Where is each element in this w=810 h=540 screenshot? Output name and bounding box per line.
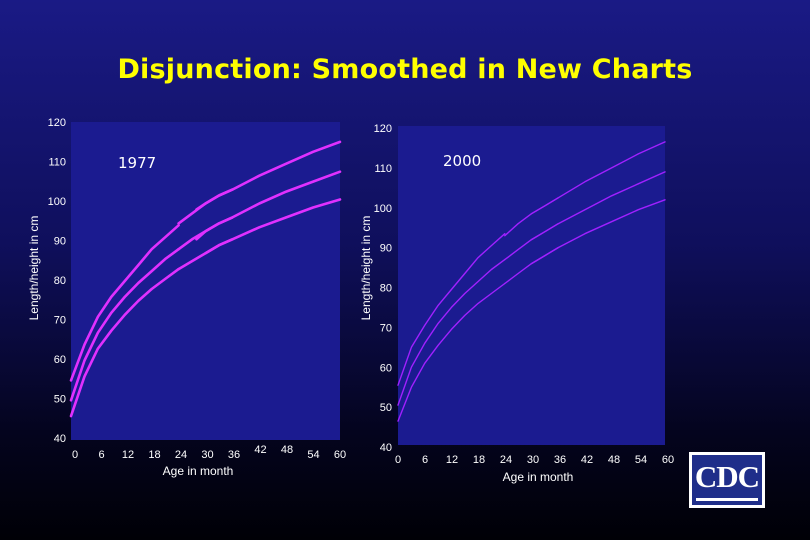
y-tick-label: 70 <box>380 322 392 334</box>
x-tick-label: 30 <box>201 449 213 461</box>
y-tick-label: 80 <box>54 275 66 287</box>
y-tick-label: 60 <box>380 362 392 374</box>
y-tick-label: 120 <box>374 123 392 135</box>
curve-lower-segment-2 <box>204 198 342 255</box>
x-tick-label: 6 <box>98 449 104 461</box>
x-tick-label: 54 <box>307 449 319 461</box>
x-tick-label: 0 <box>395 454 401 466</box>
plot-area-2000 <box>398 126 665 445</box>
y-tick-label: 110 <box>48 157 66 169</box>
y-tick-label: 100 <box>48 196 66 208</box>
cdc-logo: CDC <box>689 452 765 508</box>
y-tick-label: 120 <box>48 117 66 129</box>
x-tick-label: 18 <box>473 454 485 466</box>
x-tick-label: 36 <box>554 454 566 466</box>
y-axis-label: Length/height in cm <box>359 216 373 321</box>
x-tick-label: 24 <box>500 454 512 466</box>
curve-middle-segment-0 <box>69 247 180 402</box>
y-tick-label: 90 <box>54 236 66 248</box>
y-tick-label: 50 <box>54 394 66 406</box>
slide-title: Disjunction: Smoothed in New Charts <box>117 54 693 85</box>
y-tick-label: 40 <box>380 442 392 454</box>
chart-year-label: 1977 <box>118 154 156 172</box>
y-tick-label: 60 <box>54 354 66 366</box>
cdc-logo-text: CDC <box>694 459 760 494</box>
cdc-logo-strip <box>696 498 758 501</box>
plot-area-1977 <box>71 122 340 440</box>
chart-year-label: 2000 <box>443 152 481 170</box>
curve-upper-segment-2 <box>195 140 342 211</box>
x-tick-label: 48 <box>608 454 620 466</box>
y-tick-label: 50 <box>380 402 392 414</box>
x-axis-label: Age in month <box>163 464 234 478</box>
x-tick-label: 12 <box>446 454 458 466</box>
curve-middle-segment-2 <box>195 170 342 241</box>
y-tick-label: 70 <box>54 315 66 327</box>
chart-1977: 40 50 60 70 80 90 100 110 120 0 6 12 18 24 30 36 42 48 54 6… <box>27 117 346 478</box>
curve-middle-segment-2 <box>530 171 666 241</box>
y-tick-label: 40 <box>54 433 66 445</box>
x-axis-label: Age in month <box>503 470 574 484</box>
x-tick-label: 42 <box>254 444 266 456</box>
y-tick-label: 80 <box>380 283 392 295</box>
x-tick-label: 60 <box>334 449 346 461</box>
curve-lower-segment-0 <box>397 282 506 422</box>
x-tick-label: 54 <box>635 454 647 466</box>
x-tick-label: 24 <box>175 449 187 461</box>
curve-lower-segment-2 <box>530 199 666 265</box>
x-tick-label: 48 <box>281 444 293 456</box>
curve-upper-segment-2 <box>530 141 666 215</box>
y-axis-label: Length/height in cm <box>27 216 41 321</box>
x-tick-label: 18 <box>148 449 160 461</box>
curve-middle-segment-0 <box>397 258 506 406</box>
chart-2000: 40 50 60 70 80 90 100 110 120 0 6 12 18 24 30 36 42 48 54 6… <box>359 123 674 484</box>
x-tick-label: 30 <box>527 454 539 466</box>
y-tick-label: 100 <box>374 203 392 215</box>
x-tick-label: 12 <box>122 449 134 461</box>
x-tick-label: 6 <box>422 454 428 466</box>
x-tick-label: 36 <box>228 449 240 461</box>
cdc-logo-panel: CDC <box>692 455 762 505</box>
curve-lower-segment-0 <box>69 267 180 418</box>
x-tick-label: 0 <box>72 449 78 461</box>
y-tick-label: 110 <box>374 163 392 175</box>
y-tick-label: 90 <box>380 243 392 255</box>
x-tick-label: 60 <box>662 454 674 466</box>
curve-upper-segment-0 <box>397 232 506 386</box>
x-tick-label: 42 <box>581 454 593 466</box>
curve-upper-segment-0 <box>69 224 180 382</box>
